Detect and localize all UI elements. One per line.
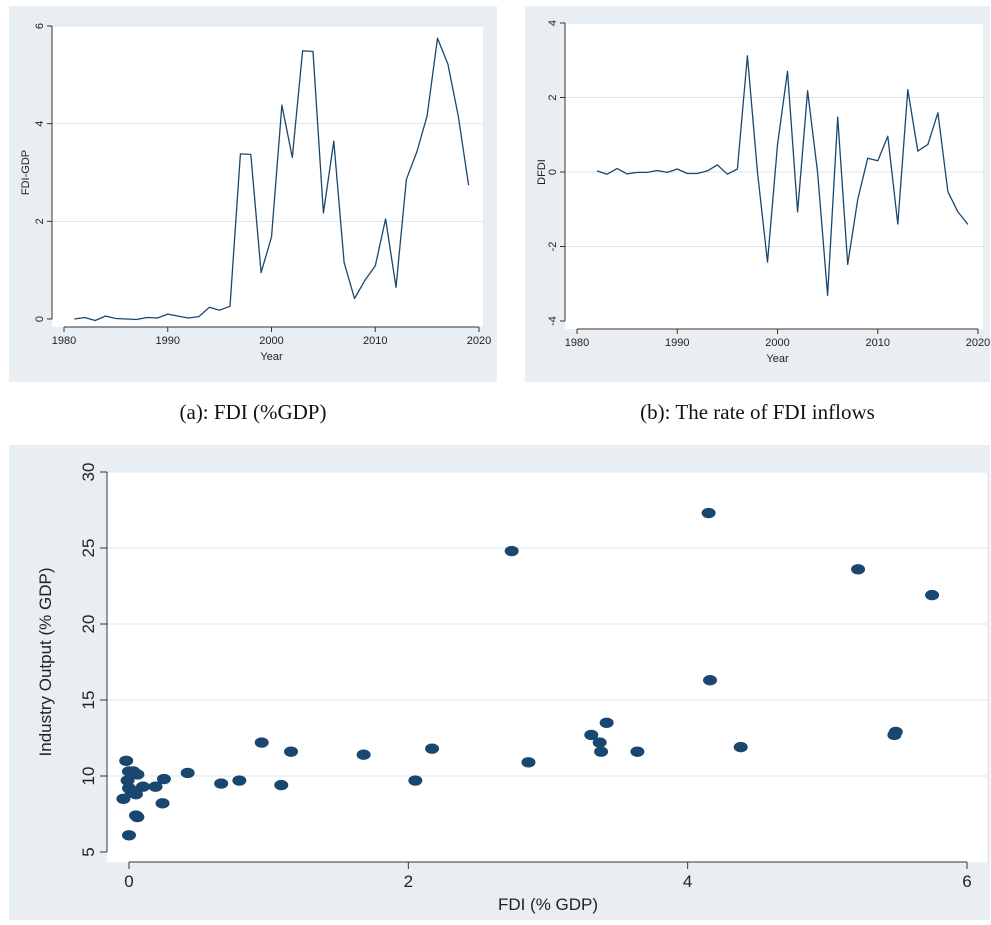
panel-scatter: 5 10 15 20 25 30 0 2 4 6 FDI (% GDP) Industry Outpu… — [9, 445, 990, 920]
y-tick-label: 0 — [547, 169, 559, 175]
panel-fdi-gdp: 0 2 4 6 1980 1990 2000 2010 2020 Year FDI-GDP — [9, 6, 497, 382]
y-tick-label: 20 — [79, 615, 98, 634]
x-tick-label: 2010 — [866, 337, 890, 349]
plot-area — [565, 23, 983, 329]
chart-dfdi-line: -4 -2 0 2 4 1980 1990 2000 2010 2020 Year DFDI — [536, 20, 990, 365]
y-tick-label: 5 — [79, 847, 98, 856]
data-point — [425, 743, 440, 754]
data-point — [925, 589, 940, 601]
y-tick-label: 30 — [79, 463, 98, 482]
data-point — [120, 775, 135, 786]
data-point — [733, 741, 748, 753]
series-line — [74, 37, 470, 322]
data-point — [128, 789, 143, 800]
data-point — [232, 775, 247, 786]
x-tick-label: 2 — [404, 872, 413, 891]
y-tick-label: 4 — [547, 20, 559, 26]
data-point — [122, 830, 136, 841]
y-axis-title: Industry Output (% GDP) — [36, 568, 55, 757]
data-point — [214, 778, 229, 789]
y-tick-label: 15 — [79, 691, 98, 710]
data-point — [888, 726, 903, 738]
data-point — [284, 746, 299, 757]
x-tick-label: 2000 — [259, 335, 283, 347]
data-point — [584, 729, 599, 741]
y-tick-label: 4 — [34, 121, 46, 127]
x-tick-label: 2000 — [765, 337, 789, 349]
data-point — [521, 757, 536, 768]
plot-area — [52, 26, 483, 327]
y-tick-label: 10 — [79, 767, 98, 786]
series-line — [596, 55, 969, 296]
panel-dfdi: -4 -2 0 2 4 1980 1990 2000 2010 2020 Year DFDI — [525, 6, 990, 382]
y-tick-label: 2 — [547, 94, 559, 100]
y-tick-label: 0 — [34, 316, 46, 322]
data-point — [155, 798, 170, 809]
data-point — [851, 564, 866, 575]
x-tick-label: 2020 — [966, 337, 990, 349]
x-axis-title: Year — [766, 353, 789, 365]
x-axis-title: Year — [260, 351, 283, 363]
y-axis-title: FDI-GDP — [20, 150, 32, 195]
data-point — [119, 755, 134, 766]
data-point — [701, 507, 716, 519]
data-point — [135, 781, 150, 792]
y-axis-title: DFDI — [536, 159, 548, 185]
data-point — [594, 746, 609, 757]
data-point — [592, 737, 607, 748]
x-tick-label: 2020 — [467, 335, 491, 347]
data-point — [703, 675, 718, 686]
x-tick-label: 6 — [962, 872, 971, 891]
data-point — [599, 717, 614, 728]
data-point — [630, 746, 645, 757]
data-point — [408, 775, 423, 786]
caption-a: (a): FDI (%GDP) — [179, 400, 327, 424]
x-axis-title: FDI (% GDP) — [498, 895, 598, 914]
data-point — [130, 811, 145, 823]
chart-fdi-vs-industry-scatter: 5 10 15 20 25 30 0 2 4 6 FDI (% GDP) Industry Outpu… — [36, 463, 987, 914]
y-tick-label: -2 — [547, 242, 559, 252]
x-tick-label: 1990 — [665, 337, 689, 349]
x-tick-label: 0 — [124, 872, 133, 891]
caption-b: (b): The rate of FDI inflows — [640, 400, 875, 424]
plot-area — [107, 472, 987, 862]
x-tick-label: 1990 — [156, 335, 180, 347]
data-point — [116, 793, 131, 804]
data-point — [130, 769, 145, 780]
x-tick-label: 4 — [683, 872, 692, 891]
data-point — [254, 737, 269, 748]
x-tick-label: 1980 — [565, 337, 589, 349]
y-tick-label: 25 — [79, 539, 98, 558]
data-point — [180, 767, 195, 779]
data-point — [156, 773, 171, 785]
y-tick-label: 6 — [34, 23, 46, 29]
data-point — [274, 779, 289, 791]
y-tick-label: -4 — [547, 316, 559, 326]
data-point — [504, 545, 519, 557]
x-tick-label: 1980 — [52, 335, 76, 347]
chart-fdi-gdp-line: 0 2 4 6 1980 1990 2000 2010 2020 Year FDI-GDP — [20, 23, 491, 363]
data-point — [356, 749, 371, 760]
data-point — [148, 781, 163, 792]
y-tick-label: 2 — [34, 218, 46, 224]
x-tick-label: 2010 — [363, 335, 387, 347]
